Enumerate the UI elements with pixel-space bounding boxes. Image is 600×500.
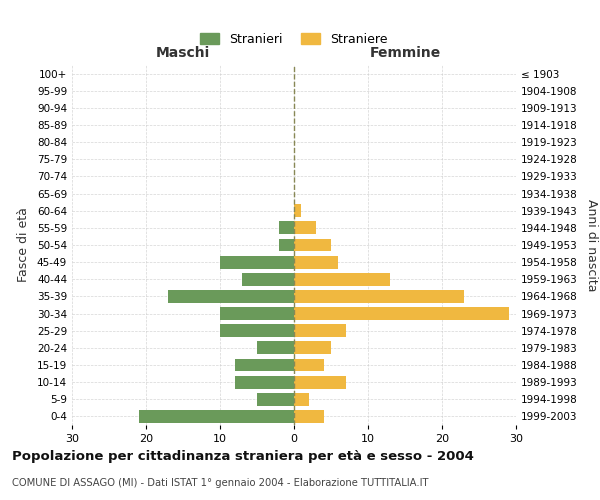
Bar (279, 238, 294, 252)
Y-axis label: Anni di nascita: Anni di nascita (584, 198, 598, 291)
Bar (294, 290, 464, 303)
Bar (242, 273, 294, 285)
Y-axis label: Fasce di età: Fasce di età (17, 208, 30, 282)
Bar (294, 393, 309, 406)
Bar (294, 342, 331, 354)
Bar (294, 204, 301, 217)
Bar (139, 410, 294, 423)
Bar (294, 324, 346, 337)
Bar (220, 256, 294, 268)
Bar (220, 324, 294, 337)
Bar (294, 376, 346, 388)
Bar (294, 238, 331, 252)
Bar (257, 342, 294, 354)
Bar (235, 376, 294, 388)
Bar (294, 256, 338, 268)
Bar (294, 307, 509, 320)
Legend: Stranieri, Straniere: Stranieri, Straniere (196, 28, 392, 51)
Bar (257, 393, 294, 406)
Bar (294, 410, 323, 423)
Bar (220, 307, 294, 320)
Text: COMUNE DI ASSAGO (MI) - Dati ISTAT 1° gennaio 2004 - Elaborazione TUTTITALIA.IT: COMUNE DI ASSAGO (MI) - Dati ISTAT 1° ge… (12, 478, 428, 488)
Bar (294, 222, 316, 234)
Bar (294, 273, 390, 285)
Bar (294, 358, 323, 372)
Text: Popolazione per cittadinanza straniera per età e sesso - 2004: Popolazione per cittadinanza straniera p… (12, 450, 474, 463)
Bar (235, 358, 294, 372)
Text: Femmine: Femmine (370, 46, 440, 60)
Bar (168, 290, 294, 303)
Bar (279, 222, 294, 234)
Text: Maschi: Maschi (156, 46, 210, 60)
